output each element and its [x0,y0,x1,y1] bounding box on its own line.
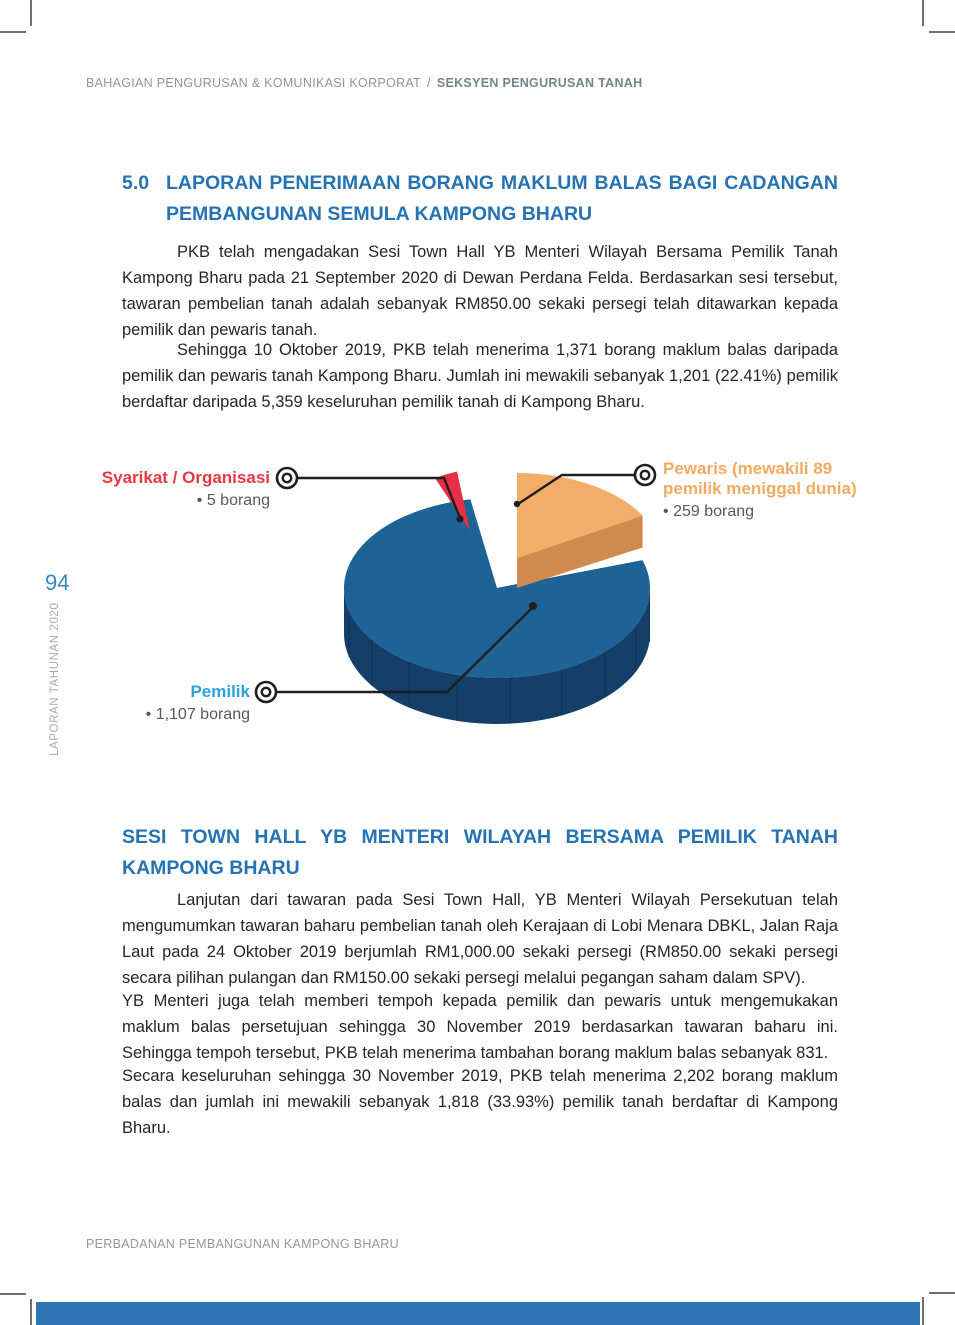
crop-mark [922,1297,924,1325]
callout-syarikat-title: Syarikat / Organisasi [101,468,270,487]
breadcrumb: BAHAGIAN PENGURUSAN & KOMUNIKASI KORPORA… [86,76,642,90]
crop-mark [0,31,26,33]
bullet: • [196,492,203,509]
section-title-line1: LAPORAN PENERIMAAN BORANG MAKLUM BALAS B… [166,172,838,194]
crop-mark [929,1292,955,1294]
callout-pewaris-title-line2: pemilik meniggal dunia) [663,479,857,498]
callout-pewaris-title-line1: Pewaris (mewakili 89 [663,459,833,478]
pie-slice-pewaris-side [517,515,643,588]
count-text: 5 borang [206,492,270,509]
callout-endpoint-dot [456,515,464,523]
paragraph: Lanjutan dari tawaran pada Sesi Town Hal… [122,891,838,987]
paragraph: PKB telah mengadakan Sesi Town Hall YB M… [122,243,838,339]
callout-lines [277,473,634,694]
section-heading: 5.0 LAPORAN PENERIMAAN BORANG MAKLUM BAL… [122,168,838,230]
crop-mark [929,31,955,33]
callout-pewaris-count: • 259 borang [663,503,857,521]
section2-title-line1: SESI TOWN HALL YB MENTERI WILAYAH BERSAM… [122,826,838,848]
callout-rings [254,463,657,704]
callout-syarikat-count: • 5 borang [102,492,270,510]
crop-mark [922,0,924,26]
callout-pemilik: Pemilik • 1,107 borang [146,682,250,724]
paragraph: YB Menteri juga telah memberi tempoh kep… [122,992,838,1062]
callout-endpoint-dot [529,602,537,610]
breadcrumb-section: BAHAGIAN PENGURUSAN & KOMUNIKASI KORPORA… [86,76,422,90]
callout-line-syarikat [298,476,462,519]
crop-mark [30,0,32,26]
callout-pemilik-count: • 1,107 borang [146,706,250,724]
footer-text: PERBADANAN PEMBANGUNAN KAMPONG BHARU [86,1237,399,1251]
pie-slice-pemilik-top [343,499,650,679]
callout-line-pewaris [517,473,634,506]
bullet: • [663,503,669,520]
count-text: 259 borang [673,503,755,520]
paragraph: Secara keseluruhan sehingga 30 November … [122,1067,838,1137]
pie-wall-facets [348,595,651,724]
section2-heading: SESI TOWN HALL YB MENTERI WILAYAH BERSAM… [122,822,838,884]
page-number: 94 [45,570,70,595]
pie-slice-pemilik-side [344,588,650,724]
crop-mark [0,1293,26,1295]
callout-endpoint-dot [513,500,521,508]
callout-syarikat: Syarikat / Organisasi • 5 borang [102,468,270,510]
callout-pemilik-title: Pemilik [190,682,250,701]
paragraph: Sehingga 10 Oktober 2019, PKB telah mene… [122,341,838,411]
section-title-line2: PEMBANGUNAN SEMULA KAMPONG BHARU [166,203,593,225]
section-number: 5.0 [122,172,150,194]
bullet: • [145,706,152,723]
pie-slice-pewaris-top [517,473,643,558]
crop-mark [30,1299,32,1325]
breadcrumb-separator: / [427,76,431,90]
section2-title-line2: KAMPONG BHARU [122,857,300,879]
callout-pewaris: Pewaris (mewakili 89 pemilik meniggal du… [663,459,857,521]
breadcrumb-subsection: SEKSYEN PENGURUSAN TANAH [436,76,643,90]
bottom-accent-bar [36,1302,920,1325]
callout-line-pemilik [277,606,534,694]
count-text: 1,107 borang [155,706,250,723]
